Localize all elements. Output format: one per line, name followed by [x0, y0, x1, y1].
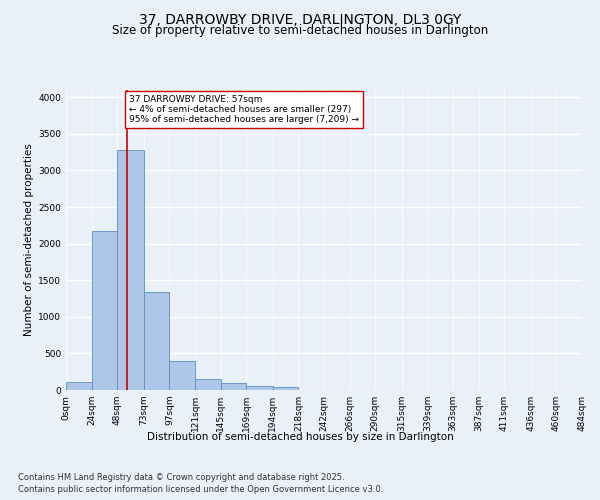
Y-axis label: Number of semi-detached properties: Number of semi-detached properties: [24, 144, 34, 336]
Bar: [66, 382, 92, 390]
Text: Contains public sector information licensed under the Open Government Licence v3: Contains public sector information licen…: [18, 485, 383, 494]
Bar: [92, 231, 117, 390]
Bar: [117, 150, 144, 390]
Bar: [144, 292, 169, 390]
Bar: [221, 382, 246, 390]
Text: Contains HM Land Registry data © Crown copyright and database right 2025.: Contains HM Land Registry data © Crown c…: [18, 472, 344, 482]
Text: Size of property relative to semi-detached houses in Darlington: Size of property relative to semi-detach…: [112, 24, 488, 37]
Text: 37 DARROWBY DRIVE: 57sqm
← 4% of semi-detached houses are smaller (297)
95% of s: 37 DARROWBY DRIVE: 57sqm ← 4% of semi-de…: [129, 94, 359, 124]
Bar: [195, 378, 221, 390]
Text: 37, DARROWBY DRIVE, DARLINGTON, DL3 0GY: 37, DARROWBY DRIVE, DARLINGTON, DL3 0GY: [139, 12, 461, 26]
Bar: [169, 362, 195, 390]
Bar: [246, 386, 273, 390]
Bar: [273, 388, 298, 390]
Text: Distribution of semi-detached houses by size in Darlington: Distribution of semi-detached houses by …: [146, 432, 454, 442]
